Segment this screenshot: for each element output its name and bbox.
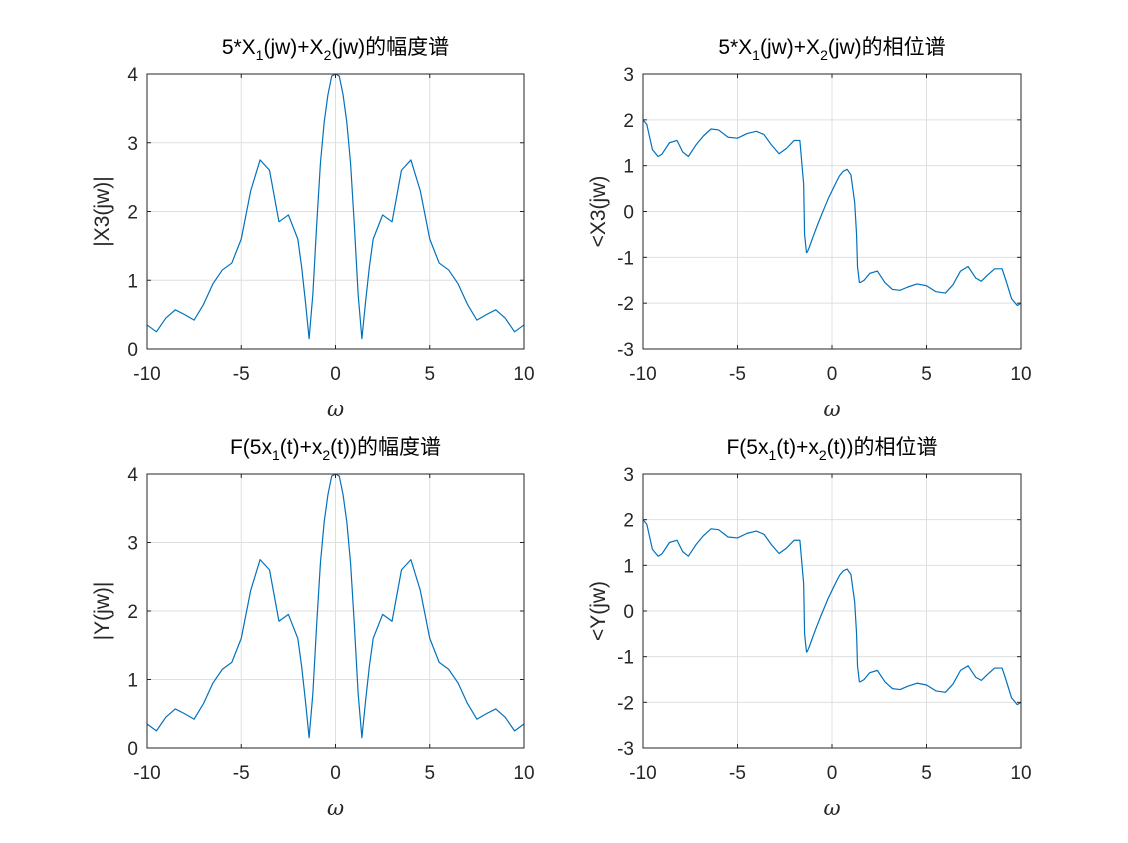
chart3-title-sub1: 1 xyxy=(272,447,280,463)
chart2-x-tick-label: -5 xyxy=(729,364,746,385)
chart1-x-tick-label: 0 xyxy=(330,364,341,385)
chart4-y-tick-label: 2 xyxy=(623,511,634,532)
chart3-x-tick-label: 10 xyxy=(513,763,534,784)
chart1-y-tick-label: 0 xyxy=(127,340,138,361)
chart2-title-post: (jw)的相位谱 xyxy=(828,36,946,59)
chart2-y-tick-label: -1 xyxy=(617,248,634,269)
chart1-y-axis-label: |X3(jw)| xyxy=(91,176,114,246)
chart3-y-tick-label: 3 xyxy=(127,534,138,555)
chart4-x-tick-label: -5 xyxy=(729,763,746,784)
chart4-y-tick-label: 3 xyxy=(623,465,634,486)
chart3-x-tick-label: 0 xyxy=(330,763,341,784)
chart2-x-tick-label: 10 xyxy=(1010,364,1031,385)
chart3-x-tick-label: 5 xyxy=(424,763,435,784)
chart1-y-tick-label: 2 xyxy=(127,203,138,224)
chart4-series-line xyxy=(642,519,1022,706)
chart3-y-tick-label: 1 xyxy=(127,671,138,692)
chart2-x-tick-label: 0 xyxy=(827,364,838,385)
chart4-axes: -10 -5 0 5 10-3-2-10123F(5x1(t)+x2(t))的相位谱ω<… xyxy=(587,436,1032,820)
chart4-x-axis-label: ω xyxy=(823,796,840,820)
chart4-x-tick-label: 10 xyxy=(1010,763,1031,784)
chart3-y-tick-label: 4 xyxy=(127,465,138,486)
chart1-title-mid: (jw)+X xyxy=(263,36,323,59)
chart3-title-mid: (t)+x xyxy=(280,436,323,459)
chart2-x-tick-label: 5 xyxy=(921,364,932,385)
chart2-y-tick-label: 0 xyxy=(623,203,634,224)
chart1-x-tick-label: 5 xyxy=(424,364,435,385)
chart4-y-tick-label: 0 xyxy=(623,602,634,623)
chart4-x-tick-label: -10 xyxy=(629,763,656,784)
chart1-axes: -10 -5 0 5 10012345*X1(jw)+X2(jw)的幅度谱ω|X3(jw… xyxy=(91,36,535,421)
chart4-title-sub2: 2 xyxy=(819,447,827,463)
chart4-y-axis-label: <Y(jw) xyxy=(587,581,610,641)
chart2-x-axis-label: ω xyxy=(823,397,840,421)
chart2-x-tick-label: -10 xyxy=(629,364,656,385)
chart2-y-axis-label: <X3(jw) xyxy=(587,176,610,248)
chart2-series-line xyxy=(642,119,1022,307)
chart2-y-tick-label: 1 xyxy=(623,157,634,178)
chart2-y-tick-label: -3 xyxy=(617,340,634,361)
chart2-title-mid: (jw)+X xyxy=(760,36,820,59)
chart3-title-post: (t))的幅度谱 xyxy=(330,436,441,459)
chart1-title-post: (jw)的幅度谱 xyxy=(331,36,449,59)
chart3-axes: -10 -5 0 5 1001234F(5x1(t)+x2(t))的幅度谱ω|Y(jw)… xyxy=(91,436,535,820)
chart1-y-tick-label: 3 xyxy=(127,134,138,155)
chart1-x-tick-label: -5 xyxy=(233,364,250,385)
chart3-title-pre: F(5x xyxy=(230,436,273,459)
chart1-y-tick-label: 1 xyxy=(127,271,138,292)
chart4-x-tick-label: 0 xyxy=(827,763,838,784)
chart4-title-pre: F(5x xyxy=(726,436,769,459)
chart2-y-tick-label: 2 xyxy=(623,111,634,132)
chart3-y-tick-label: 2 xyxy=(127,602,138,623)
chart2-axes: -10 -5 0 5 10-3-2-101235*X1(jw)+X2(jw)的相位谱ω<… xyxy=(587,36,1032,421)
chart3-x-tick-label: -5 xyxy=(233,763,250,784)
chart4-x-tick-label: 5 xyxy=(921,763,932,784)
chart4-title-post: (t))的相位谱 xyxy=(827,436,938,459)
chart1-title-pre: 5*X xyxy=(222,36,256,59)
chart3-title: F(5x1(t)+x2(t))的幅度谱 xyxy=(230,436,441,463)
chart2-title: 5*X1(jw)+X2(jw)的相位谱 xyxy=(718,36,945,63)
chart2-y-tick-label: -2 xyxy=(617,294,634,315)
chart4-y-tick-label: -2 xyxy=(617,693,634,714)
chart1-x-tick-label: -10 xyxy=(133,364,160,385)
chart1-title-sub1: 1 xyxy=(256,47,264,63)
chart3-y-tick-label: 0 xyxy=(127,739,138,760)
chart4-title-sub1: 1 xyxy=(768,447,776,463)
chart1-title: 5*X1(jw)+X2(jw)的幅度谱 xyxy=(222,36,449,63)
chart4-y-tick-label: -1 xyxy=(617,648,634,669)
chart2-y-tick-label: 3 xyxy=(623,65,634,86)
chart4-y-tick-label: -3 xyxy=(617,739,634,760)
chart3-y-axis-label: |Y(jw)| xyxy=(91,582,114,641)
chart1-x-tick-label: 10 xyxy=(513,364,534,385)
chart4-title-mid: (t)+x xyxy=(776,436,819,459)
chart4-title: F(5x1(t)+x2(t))的相位谱 xyxy=(726,436,937,463)
chart4-y-tick-label: 1 xyxy=(623,556,634,577)
chart2-title-sub1: 1 xyxy=(752,47,760,63)
chart2-title-pre: 5*X xyxy=(718,36,752,59)
chart3-x-axis-label: ω xyxy=(327,796,344,820)
chart1-y-tick-label: 4 xyxy=(127,65,138,86)
chart1-title-sub2: 2 xyxy=(324,47,332,63)
chart2-title-sub2: 2 xyxy=(820,47,828,63)
chart1-x-axis-label: ω xyxy=(327,397,344,421)
chart3-title-sub2: 2 xyxy=(322,447,330,463)
chart3-x-tick-label: -10 xyxy=(133,763,160,784)
